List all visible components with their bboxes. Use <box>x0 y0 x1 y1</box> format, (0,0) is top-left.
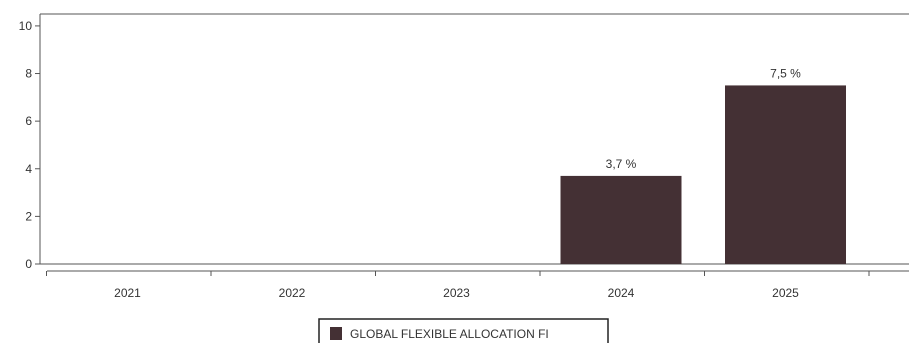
y-tick-label: 6 <box>25 114 32 128</box>
y-tick-label: 8 <box>25 67 32 81</box>
x-axis: 2021 2022 2023 2024 2025 <box>47 271 909 300</box>
legend-swatch <box>330 327 342 340</box>
bar <box>725 85 846 264</box>
bar-value-label: 7,5 % <box>770 66 801 80</box>
x-tick-label: 2024 <box>608 286 635 300</box>
x-tick-label: 2025 <box>772 286 799 300</box>
y-tick-label: 0 <box>25 257 32 271</box>
bar-value-label: 3,7 % <box>606 157 637 171</box>
y-tick-label: 10 <box>19 19 33 33</box>
bars <box>561 85 847 264</box>
y-tick-label: 4 <box>25 162 32 176</box>
x-tick-label: 2022 <box>279 286 306 300</box>
x-tick-label: 2023 <box>443 286 470 300</box>
y-axis: 0 2 4 6 8 10 <box>19 19 40 271</box>
legend: GLOBAL FLEXIBLE ALLOCATION FI <box>319 319 608 343</box>
bar <box>561 176 682 264</box>
x-tick-label: 2021 <box>114 286 141 300</box>
legend-label: GLOBAL FLEXIBLE ALLOCATION FI <box>350 327 549 341</box>
y-tick-label: 2 <box>25 209 32 223</box>
